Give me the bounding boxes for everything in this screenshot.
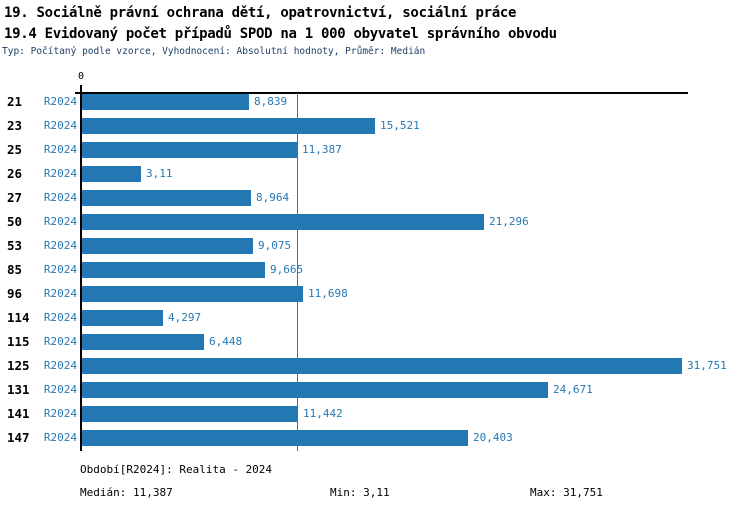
row-category-label: 131 [7, 382, 30, 397]
bar-value-label: 11,442 [303, 407, 343, 420]
row-series-label: R2024 [43, 119, 77, 132]
x-axis-zero-tick-label: 0 [77, 71, 85, 82]
median-reference-line [297, 93, 298, 451]
row-series-label: R2024 [43, 311, 77, 324]
bar [82, 406, 298, 422]
bar [82, 262, 265, 278]
chart-subtitle: Typ: Počítaný podle vzorce, Vyhodnocení:… [2, 46, 426, 57]
row-series-label: R2024 [43, 287, 77, 300]
bar [82, 190, 251, 206]
row-series-label: R2024 [43, 95, 77, 108]
row-category-label: 21 [7, 94, 23, 109]
bar-value-label: 9,665 [270, 263, 304, 276]
bar [82, 430, 468, 446]
bar [82, 358, 682, 374]
bar [82, 286, 303, 302]
row-series-label: R2024 [43, 239, 77, 252]
bar-value-label: 24,671 [553, 383, 593, 396]
footer-min-label: Min: 3,11 [330, 486, 390, 499]
row-category-label: 125 [7, 358, 30, 373]
row-series-label: R2024 [43, 335, 77, 348]
footer-period-label: Období[R2024]: Realita - 2024 [80, 463, 273, 476]
row-category-label: 141 [7, 406, 30, 421]
row-series-label: R2024 [43, 383, 77, 396]
row-category-label: 26 [7, 166, 23, 181]
page-title-line1: 19. Sociálně právní ochrana dětí, opatro… [4, 5, 517, 21]
bar-value-label: 8,839 [254, 95, 288, 108]
bar-value-label: 11,698 [308, 287, 348, 300]
bar [82, 142, 297, 158]
bar [82, 94, 249, 110]
bar-value-label: 8,964 [256, 191, 290, 204]
bar-value-label: 4,297 [168, 311, 202, 324]
plot-top-border-line [75, 92, 688, 94]
bar-value-label: 20,403 [473, 431, 513, 444]
row-series-label: R2024 [43, 431, 77, 444]
bar [82, 118, 375, 134]
bar [82, 166, 141, 182]
row-category-label: 23 [7, 118, 23, 133]
row-series-label: R2024 [43, 407, 77, 420]
row-category-label: 27 [7, 190, 23, 205]
page-title-line2: 19.4 Evidovaný počet případů SPOD na 1 0… [4, 26, 557, 42]
row-category-label: 147 [7, 430, 30, 445]
bar-value-label: 3,11 [146, 167, 173, 180]
bar-value-label: 9,075 [258, 239, 292, 252]
bar [82, 238, 253, 254]
bar-value-label: 15,521 [380, 119, 420, 132]
row-series-label: R2024 [43, 215, 77, 228]
bar-value-label: 21,296 [489, 215, 529, 228]
bar [82, 214, 484, 230]
footer-max-label: Max: 31,751 [530, 486, 603, 499]
row-series-label: R2024 [43, 359, 77, 372]
row-category-label: 25 [7, 142, 23, 157]
row-series-label: R2024 [43, 167, 77, 180]
row-series-label: R2024 [43, 191, 77, 204]
bar [82, 310, 163, 326]
bar-value-label: 11,387 [302, 143, 342, 156]
footer-median-label: Medián: 11,387 [80, 486, 173, 499]
row-series-label: R2024 [43, 263, 77, 276]
bar-value-label: 31,751 [687, 359, 727, 372]
bar [82, 334, 204, 350]
row-category-label: 85 [7, 262, 23, 277]
row-category-label: 114 [7, 310, 30, 325]
bar-value-label: 6,448 [209, 335, 243, 348]
row-category-label: 115 [7, 334, 30, 349]
row-category-label: 96 [7, 286, 23, 301]
y-axis-line [80, 85, 82, 451]
row-category-label: 53 [7, 238, 23, 253]
row-series-label: R2024 [43, 143, 77, 156]
row-category-label: 50 [7, 214, 23, 229]
bar [82, 382, 548, 398]
